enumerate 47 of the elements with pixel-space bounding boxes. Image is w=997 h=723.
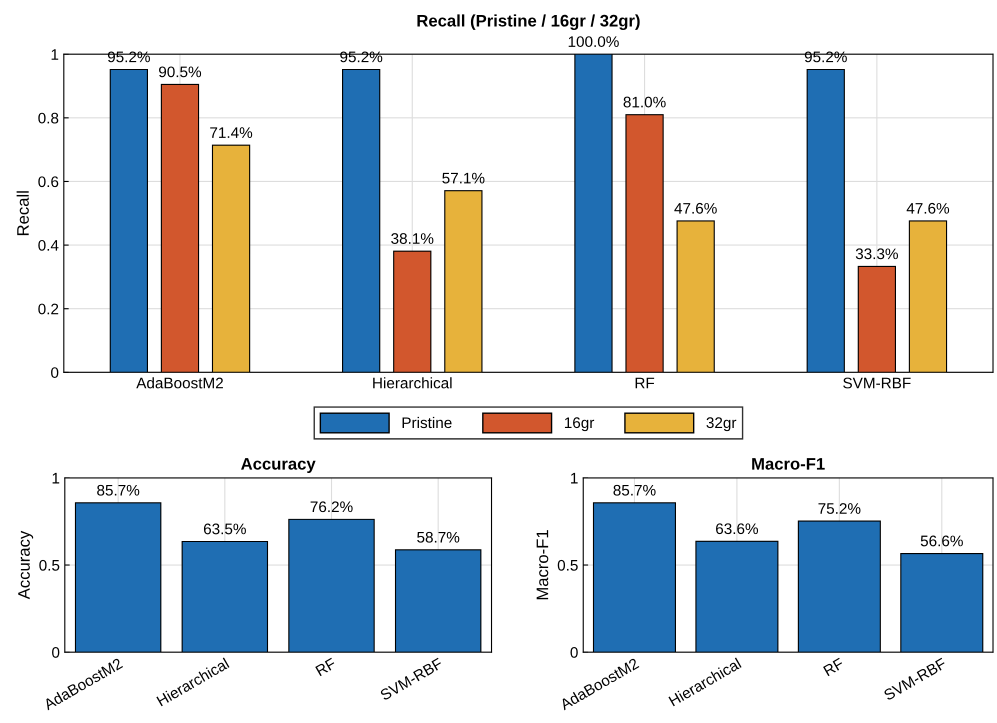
data-label: 81.0% <box>624 96 666 108</box>
chart-title: Recall (Pristine / 16gr / 32gr) <box>417 14 640 30</box>
y-tick-label: 1 <box>52 49 58 60</box>
x-tick-label: AdaBoostM2 <box>136 377 223 388</box>
y-axis-title: Macro-F1 <box>536 530 548 600</box>
data-label: 47.6% <box>674 202 717 214</box>
y-tick-label: 0.5 <box>39 560 60 571</box>
data-label: 58.7% <box>417 532 460 543</box>
chart-title: Accuracy <box>241 458 316 474</box>
data-label: 33.3% <box>856 248 898 260</box>
x-tick-label: RF <box>823 658 844 676</box>
y-tick-label: 0 <box>52 647 60 658</box>
x-tick-label: SVM-RBF <box>843 378 911 388</box>
data-label: 47.6% <box>906 202 950 214</box>
data-label: 71.4% <box>210 127 252 138</box>
y-tick-label: 0.2 <box>38 304 58 314</box>
data-label: 63.5% <box>204 523 246 534</box>
y-tick-label: 0 <box>570 647 578 658</box>
y-tick-label: 1 <box>52 472 60 484</box>
y-tick-label: 0.4 <box>38 240 58 251</box>
legend-label: Pristine <box>402 416 452 428</box>
data-label: 57.1% <box>442 172 484 184</box>
legend-label: 32gr <box>706 417 736 432</box>
legend-label: 16gr <box>564 417 594 432</box>
data-label: 95.2% <box>340 51 382 62</box>
x-tick-label: Hierarchical <box>373 377 452 388</box>
data-label: 85.7% <box>613 484 656 496</box>
x-tick-label: RF <box>315 658 337 676</box>
data-label: 76.2% <box>310 501 353 512</box>
y-tick-label: 1 <box>571 472 578 484</box>
y-tick-label: 0.5 <box>558 560 578 571</box>
data-label: 95.2% <box>108 51 150 62</box>
data-label: 85.7% <box>97 484 140 496</box>
y-tick-label: 0.8 <box>38 112 58 124</box>
y-axis-title: Recall <box>16 191 29 236</box>
data-label: 56.6% <box>920 536 963 546</box>
data-label: 63.6% <box>716 523 758 534</box>
y-tick-label: 0.6 <box>38 176 58 188</box>
data-label: 75.2% <box>818 503 860 514</box>
y-axis-title: Accuracy <box>18 530 34 600</box>
data-label: 100.0% <box>568 36 619 48</box>
chart-title: Macro-F1 <box>752 458 825 470</box>
x-tick-label: RF <box>636 378 654 388</box>
data-label: 90.5% <box>159 66 202 78</box>
data-label: 95.2% <box>804 51 847 62</box>
y-tick-label: 0 <box>51 367 58 378</box>
data-label: 38.1% <box>391 233 434 244</box>
